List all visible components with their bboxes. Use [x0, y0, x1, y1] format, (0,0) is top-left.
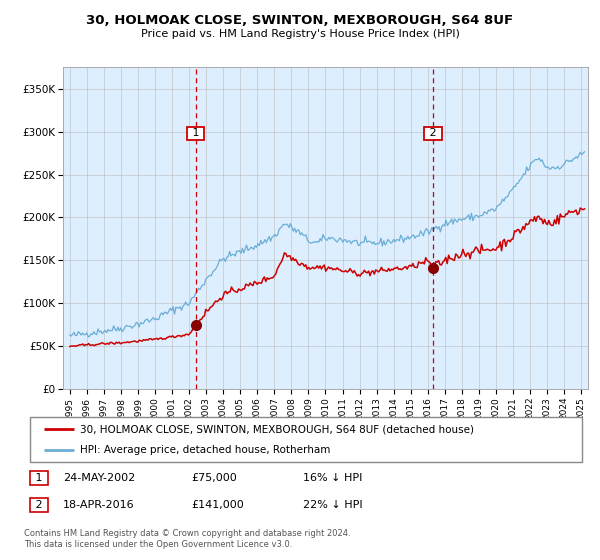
- Text: 1: 1: [32, 473, 46, 483]
- Text: 30, HOLMOAK CLOSE, SWINTON, MEXBOROUGH, S64 8UF: 30, HOLMOAK CLOSE, SWINTON, MEXBOROUGH, …: [86, 14, 514, 27]
- Text: Contains HM Land Registry data © Crown copyright and database right 2024.
This d: Contains HM Land Registry data © Crown c…: [24, 529, 350, 549]
- Text: HPI: Average price, detached house, Rotherham: HPI: Average price, detached house, Roth…: [80, 445, 330, 455]
- Text: 22% ↓ HPI: 22% ↓ HPI: [303, 500, 362, 510]
- Text: Price paid vs. HM Land Registry's House Price Index (HPI): Price paid vs. HM Land Registry's House …: [140, 29, 460, 39]
- FancyBboxPatch shape: [30, 417, 582, 462]
- Text: 16% ↓ HPI: 16% ↓ HPI: [303, 473, 362, 483]
- Text: 24-MAY-2002: 24-MAY-2002: [63, 473, 136, 483]
- Text: £141,000: £141,000: [191, 500, 244, 510]
- Text: 30, HOLMOAK CLOSE, SWINTON, MEXBOROUGH, S64 8UF (detached house): 30, HOLMOAK CLOSE, SWINTON, MEXBOROUGH, …: [80, 424, 473, 435]
- Text: 2: 2: [426, 128, 440, 138]
- Text: £75,000: £75,000: [191, 473, 237, 483]
- Text: 2: 2: [32, 500, 46, 510]
- Text: 18-APR-2016: 18-APR-2016: [63, 500, 134, 510]
- Text: 1: 1: [189, 128, 203, 138]
